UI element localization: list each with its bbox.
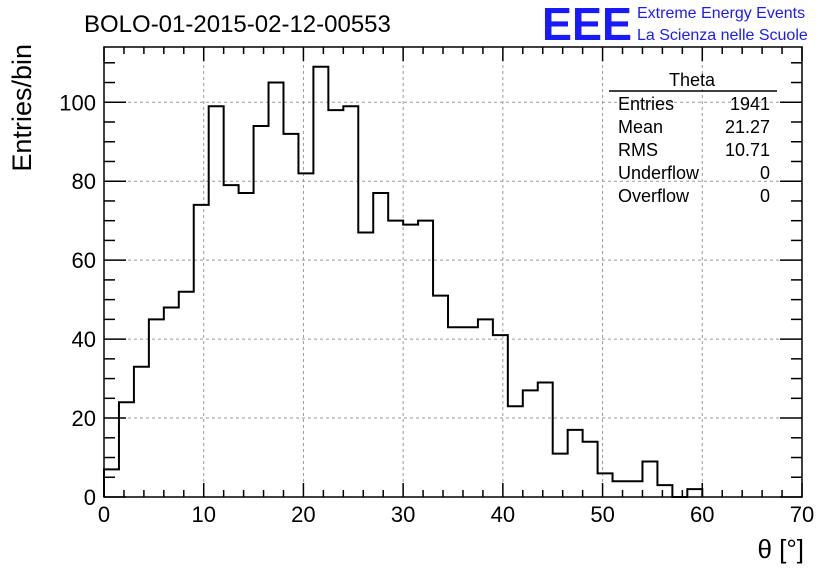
histogram-bin — [343, 106, 358, 497]
stats-label: Underflow — [618, 163, 700, 183]
x-tick-label: 10 — [191, 502, 215, 527]
stats-value: 0 — [760, 163, 770, 183]
histogram-bin — [194, 205, 209, 497]
y-tick-label: 100 — [59, 90, 96, 115]
histogram-bin — [119, 402, 134, 497]
histogram-bin — [164, 308, 179, 497]
histogram-bin — [687, 489, 702, 497]
stats-value: 0 — [760, 186, 770, 206]
histogram-bin — [642, 461, 657, 497]
eee-logo: EEE Extreme Energy Events La Scienza nel… — [542, 0, 808, 50]
eee-logo-line1: Extreme Energy Events — [637, 5, 805, 22]
stats-title: Theta — [669, 70, 716, 90]
plot-frame — [103, 46, 803, 498]
histogram-outline — [103, 65, 704, 498]
x-tick-label: 50 — [590, 502, 614, 527]
histogram-bin — [538, 383, 553, 497]
y-tick-labels: 0 20 40 60 80 100 — [59, 90, 96, 510]
histogram-bin — [179, 292, 194, 497]
histogram-bin — [134, 367, 149, 497]
stats-value: 1941 — [730, 94, 770, 114]
x-tick-label: 0 — [98, 502, 110, 527]
histogram-bin — [583, 442, 598, 497]
histogram-bin — [628, 481, 643, 497]
x-tick-label: 70 — [790, 502, 814, 527]
y-tick-label: 0 — [84, 485, 96, 510]
histogram-bin — [418, 221, 433, 497]
stats-label: RMS — [618, 140, 658, 160]
stats-label: Entries — [618, 94, 674, 114]
histogram-bin — [388, 221, 403, 497]
histogram-bin — [298, 173, 313, 497]
eee-logo-line2: La Scienza nelle Scuole — [637, 27, 808, 44]
stats-label: Overflow — [618, 186, 690, 206]
x-tick-labels: 0 10 20 30 40 50 60 70 — [98, 502, 814, 527]
histogram-bin — [283, 134, 298, 497]
histogram-bin — [149, 319, 164, 497]
stats-rows: Entries 1941 Mean 21.27 RMS 10.71 Underflow 0 Ov… — [618, 94, 770, 206]
histogram-bin — [104, 469, 119, 497]
x-tick-label: 40 — [491, 502, 515, 527]
stats-box: Theta Entries 1941 Mean 21.27 RMS 10.71 Underf… — [609, 70, 777, 206]
y-tick-label: 80 — [72, 169, 96, 194]
histogram-bin — [493, 335, 508, 497]
x-axis-label: θ [°] — [757, 534, 804, 564]
histogram-bin — [433, 296, 448, 497]
x-tick-label: 20 — [291, 502, 315, 527]
histogram-bin — [568, 430, 583, 497]
histogram-bin — [553, 454, 568, 497]
histogram-bin — [598, 473, 613, 497]
histogram-bin — [224, 185, 239, 497]
x-tick-label: 60 — [690, 502, 714, 527]
histogram-bin — [508, 406, 523, 497]
histogram-bin — [239, 193, 254, 497]
histogram-bin — [328, 110, 343, 497]
histogram-bin — [478, 319, 493, 497]
stats-label: Mean — [618, 117, 663, 137]
histogram-bin — [613, 481, 628, 497]
x-tick-label: 30 — [391, 502, 415, 527]
histogram-bin — [373, 193, 388, 497]
y-tick-label: 40 — [72, 327, 96, 352]
axis-ticks — [103, 47, 803, 498]
histogram-bin — [448, 327, 463, 497]
histogram-bin — [269, 83, 284, 497]
histogram-bin — [657, 485, 672, 497]
chart-title: BOLO-01-2015-02-12-00553 — [84, 11, 391, 38]
stats-value: 21.27 — [725, 117, 770, 137]
histogram-bin — [313, 67, 328, 497]
histogram-bin — [523, 390, 538, 497]
histogram-bin — [254, 126, 269, 497]
grid — [104, 47, 802, 497]
histogram-bin — [463, 327, 478, 497]
histogram-bin — [209, 106, 224, 497]
stats-value: 10.71 — [725, 140, 770, 160]
histogram-bin — [358, 233, 373, 497]
eee-logo-mark: EEE — [542, 0, 632, 50]
histogram-bin — [403, 225, 418, 497]
y-axis-label: Entries/bin — [7, 44, 37, 172]
y-tick-label: 60 — [72, 248, 96, 273]
y-tick-label: 20 — [72, 406, 96, 431]
